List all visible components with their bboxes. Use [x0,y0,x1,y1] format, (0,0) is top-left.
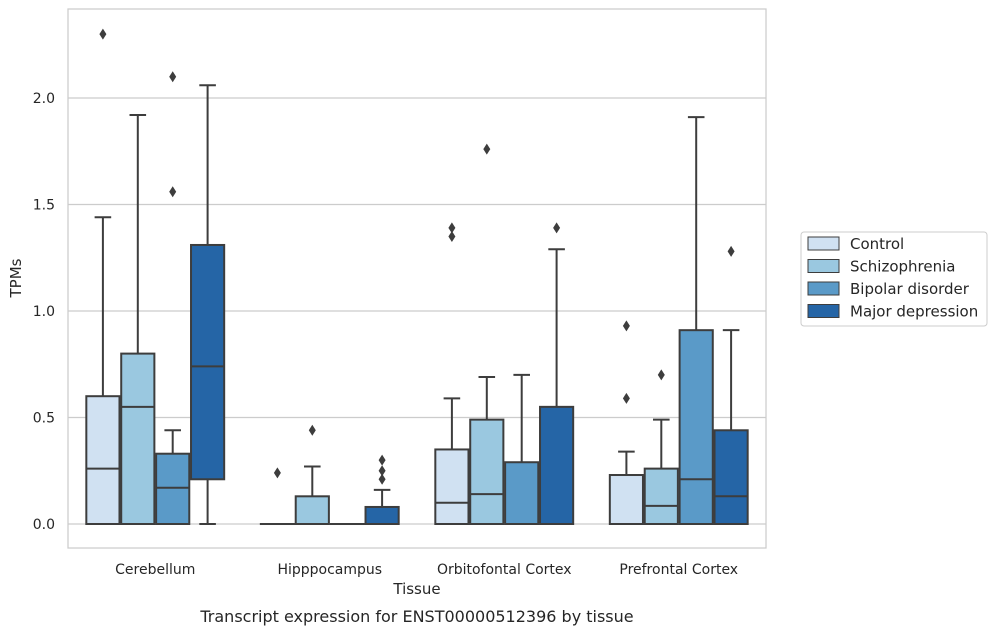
outlier-point [483,143,491,155]
outlier-point [378,473,386,485]
outlier-point [378,454,386,466]
box-0-2 [155,71,191,525]
plot-frame [67,8,767,549]
x-axis-label: Tissue [392,580,440,598]
outlier-point [553,222,561,234]
legend-swatch [807,304,840,318]
x-tick-label: Cerebellum [115,562,195,578]
box-1-1 [294,424,330,525]
outlier-point [657,369,665,381]
box-0-0 [85,28,121,526]
legend-label: Schizophrenia [850,258,955,276]
x-tick-label: Orbitofontal Cortex [437,562,572,578]
outlier-point [99,28,107,40]
legend-label: Bipolar disorder [850,280,970,298]
box-body [155,452,191,525]
legend-label: Control [850,235,904,253]
box-1-3 [364,454,400,525]
outlier-point [448,222,456,234]
box-body [190,243,226,481]
box-body [678,329,714,526]
x-tick-label: Hipppocampus [277,562,382,578]
y-tick-label: 1.0 [33,304,55,320]
x-tick-labels: Cerebellum Hipppocampus Orbitofontal Corte… [115,562,738,578]
outlier-point [378,465,386,477]
box-body [294,495,330,525]
x-tick-label: Prefrontal Cortex [619,562,738,578]
box-body [120,352,156,525]
y-tick-labels: 0.0 0.5 1.0 1.5 2.0 [33,91,55,533]
box-0-3 [190,84,226,525]
legend: Control Schizophrenia Bipolar disorder Majo… [800,231,988,327]
legend-swatch [807,281,840,296]
box-body [643,467,679,525]
y-tick-label: 0.5 [33,411,55,427]
box-1-0 [259,467,295,526]
y-tick-label: 2.0 [33,91,55,107]
chart-caption: Transcript expression for ENST0000051239… [199,607,633,626]
box-body [608,474,644,526]
y-tick-label: 1.5 [33,198,55,214]
outlier-point [169,186,177,198]
box-3-0 [608,320,644,526]
legend-swatch [807,236,840,251]
outlier-point [727,245,735,257]
box-groups [85,28,749,526]
box-3-2 [678,116,714,526]
outlier-point [448,230,456,242]
outlier-point [622,392,630,404]
outlier-point [622,320,630,332]
box-3-1 [643,369,679,525]
box-2-3 [539,222,575,526]
box-body [434,448,470,526]
box-3-3 [713,245,749,525]
box-body [469,418,505,526]
box-body [539,405,575,526]
box-body [85,395,121,526]
box-body [364,505,400,525]
box-2-0 [434,222,470,526]
box-body [504,461,540,526]
box-body [713,429,749,525]
box-0-1 [120,114,156,525]
legend-swatch [807,259,840,273]
legend-frame [800,231,988,327]
y-tick-label: 0.0 [33,517,55,533]
outlier-point [308,424,316,436]
outlier-point [273,467,281,479]
outlier-point [169,71,177,83]
box-2-1 [469,143,505,526]
legend-label: Major depression [850,303,978,321]
y-axis-label: TPMs [7,258,25,298]
box-2-2 [504,373,540,526]
